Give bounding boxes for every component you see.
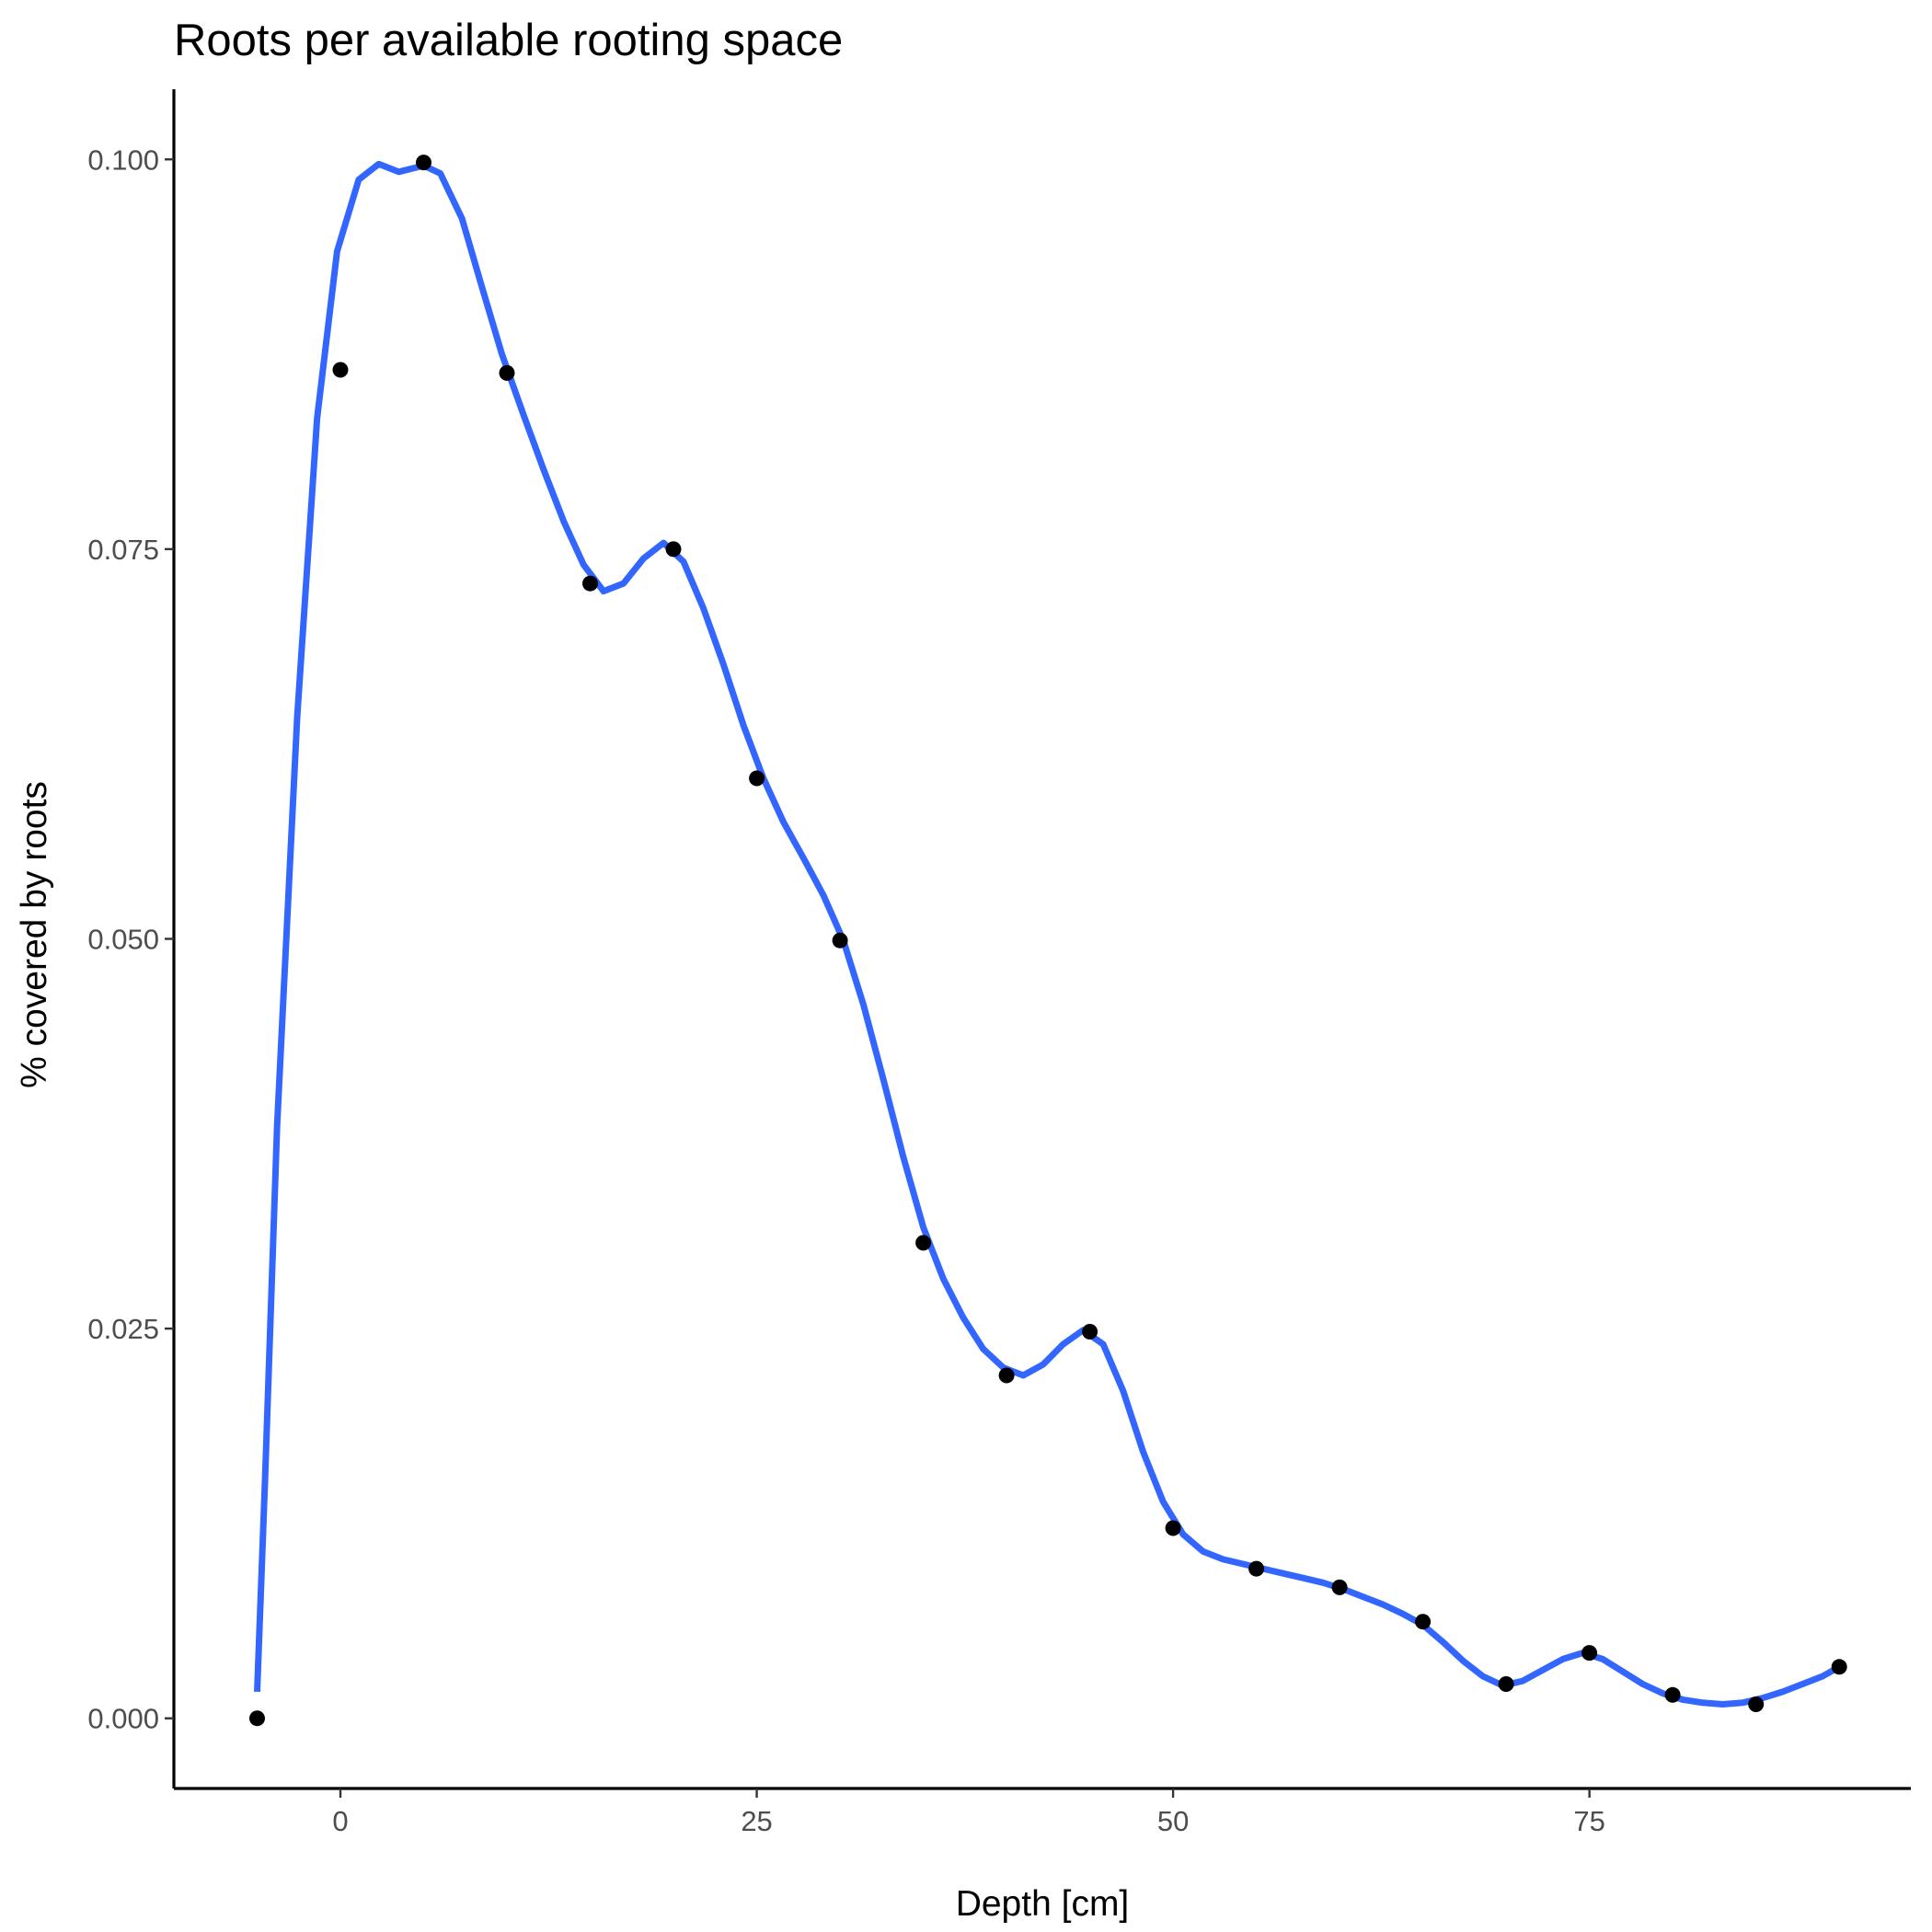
data-point [1664,1686,1681,1703]
y-tick-label: 0.075 [87,534,159,566]
x-tick-label: 25 [741,1805,772,1837]
x-tick-label: 50 [1157,1805,1189,1837]
points-series [249,155,1847,1727]
data-point [1498,1676,1514,1692]
axes [172,89,1911,1790]
data-point [1165,1520,1181,1536]
smooth-line-series [254,160,1841,1708]
data-point [1748,1696,1765,1712]
data-point [915,1235,932,1251]
data-point [1415,1614,1432,1630]
y-tick-label: 0.050 [87,924,159,956]
data-point [499,364,515,381]
smooth-line [254,160,1841,1708]
x-tick-label: 0 [332,1805,348,1837]
data-point [1581,1645,1598,1662]
data-point [1831,1659,1847,1675]
y-tick-label: 0.000 [87,1703,159,1735]
x-axis-label: Depth [cm] [956,1884,1130,1924]
data-point [665,541,682,558]
data-point [832,932,848,949]
chart-title: Roots per available rooting space [174,16,843,65]
data-point [1082,1324,1098,1340]
data-point [582,575,598,592]
y-ticks: 0.000 0.025 0.050 0.075 0.100 [87,144,174,1735]
data-point [749,770,765,787]
x-ticks: 0 25 50 75 [332,1788,1605,1837]
y-tick-label: 0.025 [87,1313,159,1345]
y-axis-label: % covered by roots [15,781,54,1088]
y-tick-label: 0.100 [87,144,159,176]
data-point [1248,1560,1265,1577]
data-point [332,362,349,378]
data-point [249,1710,265,1727]
data-point [416,155,431,171]
data-point [998,1367,1015,1384]
x-tick-label: 75 [1573,1805,1604,1837]
data-point [1331,1579,1348,1595]
